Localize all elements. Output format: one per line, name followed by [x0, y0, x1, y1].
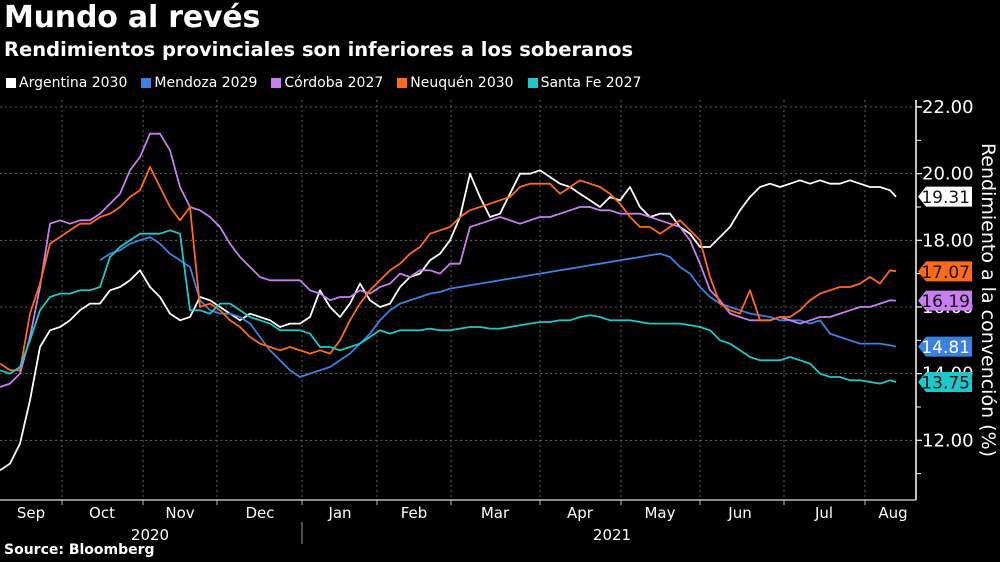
svg-text:19.31: 19.31 [921, 188, 970, 208]
series-line-neuqu-n-2030 [0, 166, 897, 372]
legend-item-mendoza-2029: Mendoza 2029 [141, 75, 257, 91]
x-tick-label: Jul [814, 504, 833, 522]
legend: Argentina 2030 Mendoza 2029 Córdoba 2027… [6, 75, 641, 91]
x-tick-label: Jan [327, 504, 351, 522]
legend-label: Córdoba 2027 [284, 75, 384, 91]
x-tick-label: Mar [481, 504, 510, 522]
axes: 12.0014.0016.0018.0020.0022.00SepOctNovD… [0, 97, 974, 544]
legend-swatch-icon [527, 78, 538, 88]
x-tick-label: Feb [401, 504, 428, 522]
x-tick-label: Sep [17, 504, 45, 522]
x-tick-label: Apr [567, 504, 594, 522]
legend-swatch-icon [271, 78, 282, 88]
y-tick-label: 20.00 [922, 164, 974, 185]
legend-label: Argentina 2030 [19, 75, 128, 91]
legend-item-neuquen-2030: Neuquén 2030 [397, 75, 514, 91]
last-value-badges: 19.31 14.81 16.19 17.07 13.75 [918, 186, 972, 393]
x-tick-label: Oct [89, 504, 115, 522]
gridlines [0, 100, 916, 500]
legend-item-cordoba-2027: Córdoba 2027 [271, 75, 383, 91]
svg-text:17.07: 17.07 [921, 263, 970, 283]
x-tick-label: May [644, 504, 675, 522]
svg-text:14.81: 14.81 [921, 338, 970, 358]
y-tick-label: 22.00 [922, 97, 974, 118]
x-tick-label: Aug [878, 504, 907, 522]
legend-swatch-icon [6, 78, 16, 88]
svg-text:16.19: 16.19 [921, 292, 970, 312]
last-value-badge: 19.31 [918, 186, 972, 208]
y-axis-title: Rendimiento a la convención (%) [977, 142, 999, 458]
x-tick-label: Nov [165, 504, 194, 522]
y-tick-label: 18.00 [922, 230, 974, 251]
legend-swatch-icon [397, 78, 408, 88]
y-tick-label: 12.00 [922, 430, 974, 451]
chart-title: Mundo al revés [4, 0, 261, 35]
legend-swatch-icon [141, 78, 152, 88]
legend-label: Neuquén 2030 [410, 75, 514, 91]
series-line-c-rdoba-2027 [0, 132, 897, 388]
svg-text:13.75: 13.75 [921, 373, 970, 393]
series-lines [0, 132, 897, 472]
last-value-badge: 17.07 [918, 261, 972, 283]
legend-label: Santa Fe 2027 [540, 75, 642, 91]
legend-label: Mendoza 2029 [154, 75, 258, 91]
x-year-label: 2021 [593, 526, 631, 544]
series-line-mendoza-2029 [99, 236, 897, 378]
x-tick-label: Jun [727, 504, 751, 522]
legend-item-santa-fe-2027: Santa Fe 2027 [527, 75, 642, 91]
last-value-badge: 16.19 [918, 290, 972, 312]
series-line-santa-fe-2027 [0, 229, 897, 385]
chart-subtitle: Rendimientos provinciales son inferiores… [4, 38, 634, 61]
series-line-argentina-2030 [0, 169, 897, 472]
x-year-label: 2020 [131, 526, 169, 544]
last-value-badge: 13.75 [918, 371, 972, 393]
x-tick-label: Dec [245, 504, 274, 522]
legend-item-argentina-2030: Argentina 2030 [6, 75, 127, 91]
last-value-badge: 14.81 [918, 336, 972, 358]
source-note: Source: Bloomberg [4, 542, 155, 558]
